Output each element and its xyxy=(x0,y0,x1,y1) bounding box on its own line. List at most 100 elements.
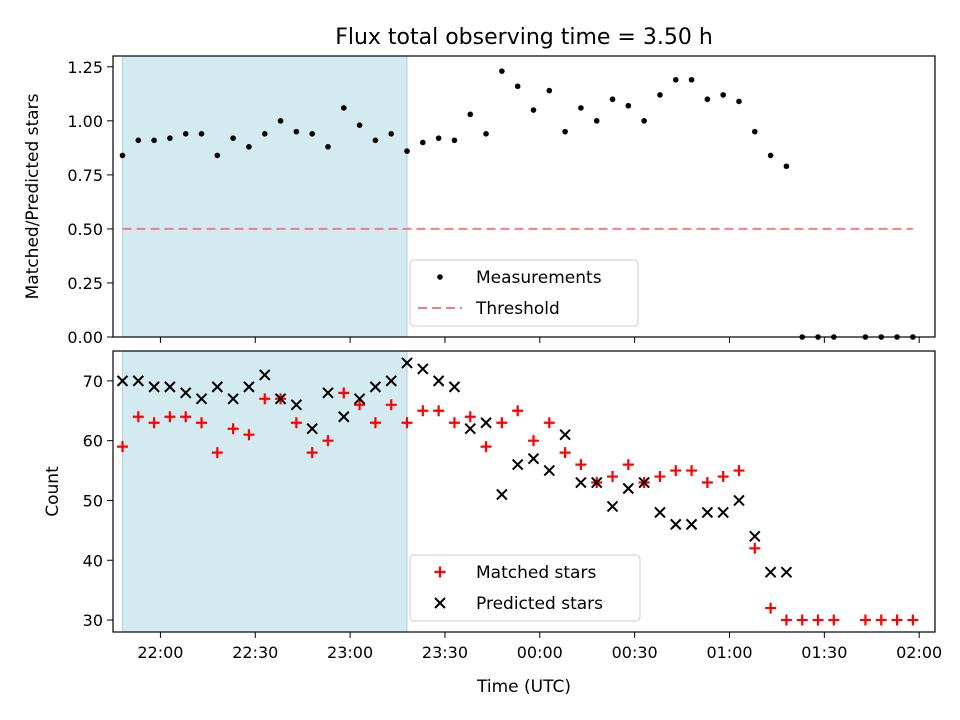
measurement-point xyxy=(657,92,663,98)
y-axis-label: Count xyxy=(43,466,63,517)
matched-point xyxy=(701,477,713,489)
predicted-point xyxy=(353,393,366,405)
predicted-point xyxy=(132,375,144,387)
matched-point xyxy=(116,441,128,453)
legend: Matched stars Predicted stars xyxy=(409,554,641,622)
measurement-point xyxy=(277,118,284,124)
matched-point xyxy=(369,417,381,429)
matched-point xyxy=(796,614,808,626)
predicted-point xyxy=(211,381,224,393)
predicted-point xyxy=(243,381,255,393)
matched-point xyxy=(859,614,871,626)
predicted-point xyxy=(116,375,129,387)
measurement-point xyxy=(720,92,726,98)
measurement-point xyxy=(388,131,395,137)
matched-point xyxy=(243,429,255,441)
measurement-point xyxy=(546,87,553,94)
x-tick-label: 02:00 xyxy=(896,643,942,662)
predicted-point xyxy=(685,518,698,531)
predicted-point xyxy=(749,530,761,543)
matched-point xyxy=(164,411,176,423)
measurement-point xyxy=(514,83,521,90)
matched-point xyxy=(686,465,698,477)
predicted-point xyxy=(575,476,587,489)
predicted-point xyxy=(591,476,603,489)
matched-point xyxy=(575,459,587,471)
predicted-point xyxy=(290,399,303,411)
matched-point xyxy=(338,387,350,399)
matched-point xyxy=(180,411,192,423)
matched-point xyxy=(670,465,682,477)
legend-box xyxy=(409,259,639,327)
matched-point xyxy=(448,417,460,429)
matched-point xyxy=(464,411,476,423)
measurement-point xyxy=(751,128,758,135)
matched-point xyxy=(148,417,160,429)
predicted-point xyxy=(543,464,555,477)
x-tick-label: 22:30 xyxy=(232,643,278,662)
predicted-point xyxy=(638,476,650,489)
measurement-point xyxy=(420,139,426,146)
matched-point xyxy=(385,399,397,411)
predicted-point xyxy=(401,357,413,369)
legend-label: Matched stars xyxy=(476,563,596,583)
measurement-point xyxy=(309,131,315,137)
measurement-point xyxy=(356,122,363,128)
x-tick-label: 00:30 xyxy=(612,643,658,662)
measurement-point xyxy=(609,96,616,103)
measurement-point xyxy=(230,135,236,141)
matched-point xyxy=(132,411,144,423)
axes-frame xyxy=(112,55,936,338)
measurement-point xyxy=(783,163,790,170)
measurement-point xyxy=(593,118,600,124)
predicted-point xyxy=(180,387,192,399)
predicted-point xyxy=(733,494,745,507)
observing-band xyxy=(121,55,408,338)
measurement-point xyxy=(499,68,505,74)
y-axis-label: Matched/Predicted stars xyxy=(23,93,43,299)
ratio-panel: 0.00 0.25 0.50 0.75 1.00 1.25 Matched/Predicte… xyxy=(23,55,936,347)
predicted-point xyxy=(670,518,682,531)
measurement-point xyxy=(293,128,300,135)
matched-point xyxy=(259,393,271,405)
measurement-point xyxy=(736,98,742,105)
y-tick-label: 1.25 xyxy=(67,58,103,77)
predicted-point xyxy=(527,452,540,465)
measurement-point xyxy=(641,118,647,124)
predicted-point xyxy=(701,506,714,519)
measurement-point xyxy=(119,152,126,159)
matched-point xyxy=(417,405,429,417)
measurement-point xyxy=(325,143,331,150)
measurement-point xyxy=(704,96,711,103)
predicted-point xyxy=(764,566,777,578)
matched-point xyxy=(717,471,729,483)
count-panel: 30 40 50 60 70 22:00 22:30 23:00 23:30 00:00 00:30… xyxy=(43,350,942,662)
matched-point xyxy=(480,441,492,453)
legend-box xyxy=(409,554,641,622)
x-tick-label: 23:00 xyxy=(327,643,373,662)
observing-band xyxy=(121,350,408,633)
y-tick-label: 0.75 xyxy=(67,166,103,185)
matched-point xyxy=(780,614,792,626)
measurement-point xyxy=(451,137,458,144)
predicted-point xyxy=(338,411,350,423)
predicted-point xyxy=(496,488,508,501)
measurement-point xyxy=(372,137,379,144)
y-tick-label: 40 xyxy=(83,551,103,570)
x-tick-label: 22:00 xyxy=(137,643,183,662)
y-tick-label: 50 xyxy=(83,491,103,510)
predicted-point xyxy=(606,500,619,513)
predicted-point xyxy=(259,369,271,381)
y-tick-label: 30 xyxy=(83,611,103,630)
matched-point xyxy=(433,405,445,417)
predicted-point xyxy=(417,363,429,375)
x-axis-label: Time (UTC) xyxy=(476,677,571,697)
matched-point xyxy=(496,417,508,429)
matched-point xyxy=(654,471,666,483)
predicted-point xyxy=(780,566,793,578)
matched-point xyxy=(559,447,571,459)
measurement-point xyxy=(767,152,774,159)
y-tick-label: 60 xyxy=(83,432,103,451)
y-tick-label: 70 xyxy=(83,372,103,391)
